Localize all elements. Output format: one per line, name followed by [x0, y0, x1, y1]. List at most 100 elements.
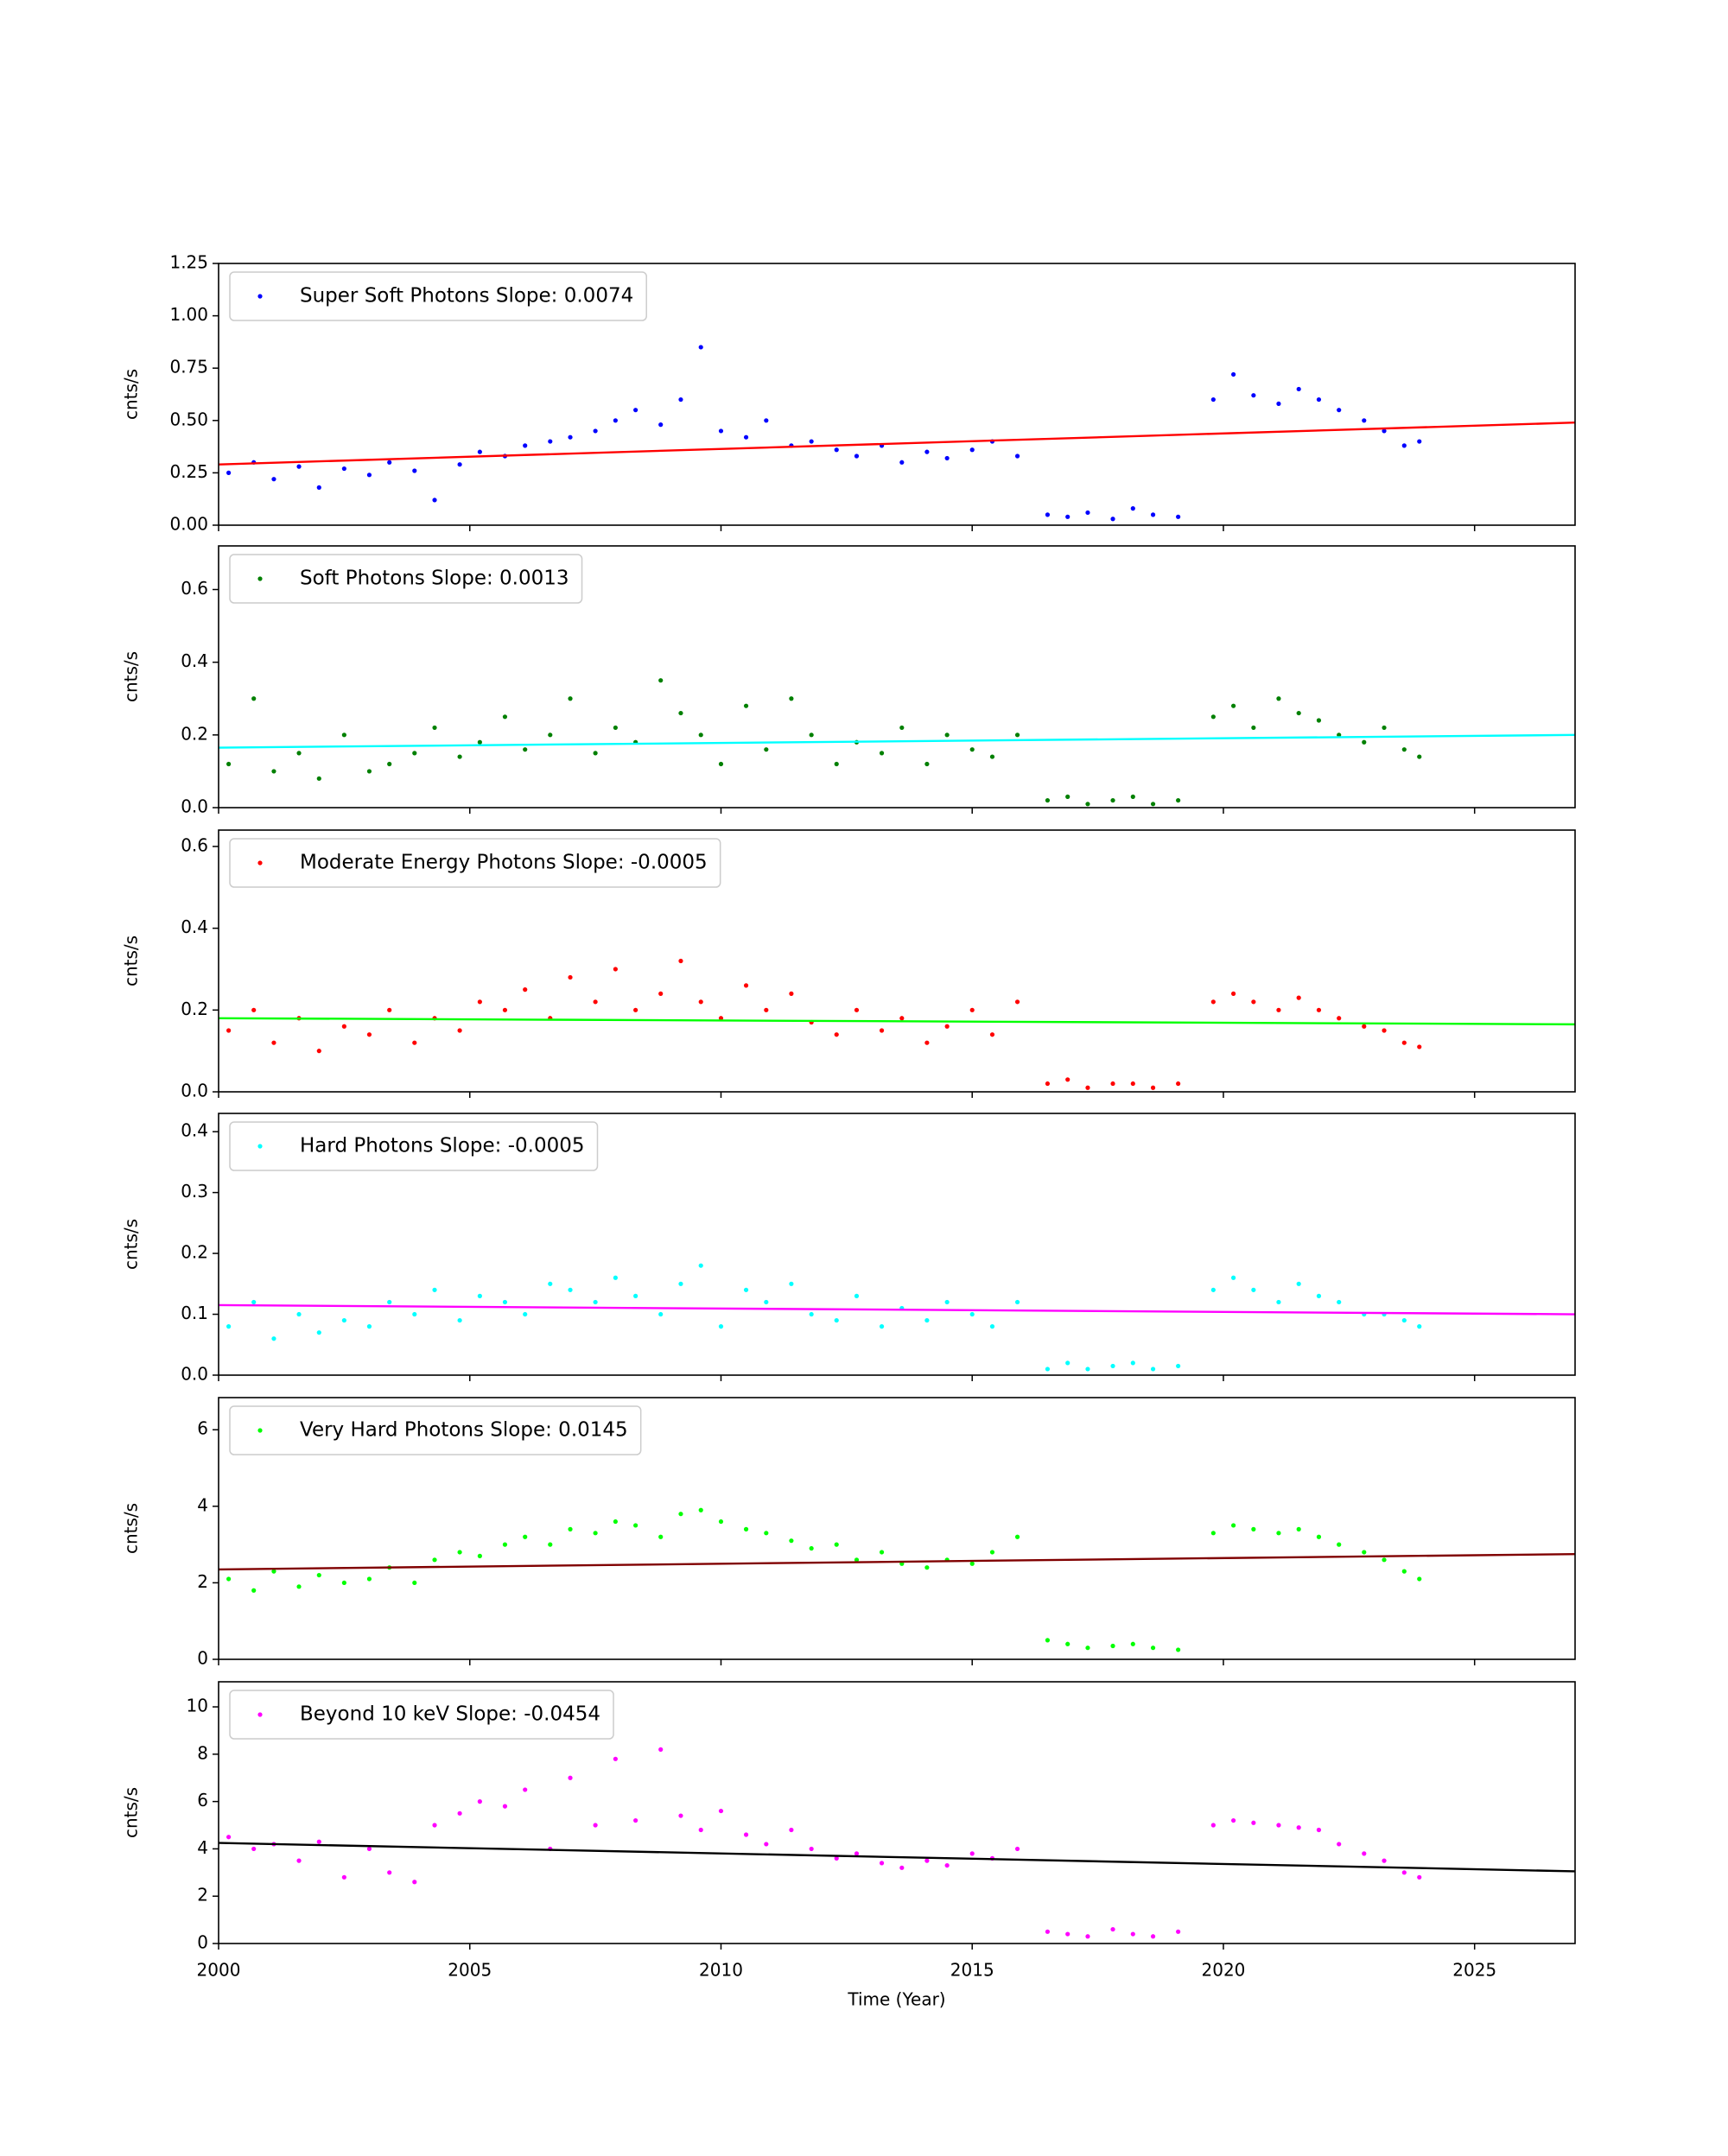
data-point — [316, 485, 321, 490]
y-axis-label: cnts/s — [121, 935, 142, 986]
data-point — [879, 1550, 885, 1555]
legend-box — [229, 1121, 599, 1171]
data-point — [1045, 1367, 1051, 1372]
data-point — [316, 1330, 321, 1335]
data-point — [718, 1808, 724, 1814]
data-point — [678, 1281, 683, 1286]
data-point — [457, 1810, 462, 1816]
data-point — [1176, 1647, 1181, 1652]
data-point — [1176, 1929, 1181, 1934]
data-point — [1210, 1531, 1216, 1536]
legend-label: Hard Photons Slope: -0.0005 — [300, 1135, 584, 1157]
data-point — [809, 732, 814, 738]
data-point — [969, 1311, 975, 1317]
legend: Super Soft Photons Slope: 0.0074 — [229, 271, 647, 321]
data-point — [613, 725, 618, 731]
data-point — [1362, 1550, 1367, 1555]
data-point — [251, 1588, 257, 1593]
data-point — [1085, 1646, 1090, 1651]
data-point — [1210, 1823, 1216, 1828]
data-point — [743, 434, 749, 440]
data-point — [1337, 1542, 1342, 1547]
data-point — [1362, 739, 1367, 745]
data-point — [1401, 443, 1407, 448]
data-point — [1130, 506, 1135, 511]
data-point — [1296, 995, 1301, 1000]
data-point — [1337, 1016, 1342, 1021]
data-point — [1401, 1317, 1407, 1323]
data-point — [944, 732, 950, 738]
data-point — [593, 428, 598, 434]
data-point — [834, 447, 839, 453]
data-point — [924, 449, 930, 454]
data-point — [764, 418, 769, 423]
data-point — [1296, 1526, 1301, 1531]
data-point — [764, 1842, 769, 1847]
data-point — [1045, 1081, 1051, 1087]
legend: Hard Photons Slope: -0.0005 — [229, 1121, 599, 1171]
data-point — [593, 1823, 598, 1828]
data-point — [743, 1526, 749, 1531]
data-point — [1337, 408, 1342, 413]
fit-line — [218, 422, 1576, 466]
data-point — [1296, 710, 1301, 716]
data-point — [944, 1299, 950, 1305]
legend-box — [229, 1405, 642, 1455]
data-point — [523, 443, 528, 448]
data-point — [1230, 1275, 1236, 1280]
data-point — [718, 1016, 724, 1021]
y-axis-label: cnts/s — [121, 1503, 142, 1554]
data-point — [1150, 1085, 1156, 1090]
data-point — [924, 761, 930, 767]
y-tick-label: 0.2 — [181, 1242, 208, 1263]
panel: 0.0 0.1 0.2 0.3 0.4 cnts/s Hard Photons Slope:… — [121, 1113, 1576, 1385]
data-point — [743, 703, 749, 708]
data-point — [341, 1317, 346, 1323]
legend-marker — [257, 1144, 263, 1149]
fit-line — [218, 1017, 1576, 1026]
data-point — [568, 696, 573, 701]
data-point — [698, 1507, 703, 1512]
legend-marker — [257, 860, 263, 866]
data-point — [718, 1324, 724, 1329]
data-point — [316, 1049, 321, 1054]
data-point — [854, 453, 860, 459]
data-point — [1065, 1360, 1070, 1366]
data-point — [969, 447, 975, 453]
data-point — [1417, 1324, 1422, 1329]
data-point — [1176, 1363, 1181, 1369]
data-point — [1382, 428, 1387, 434]
data-point — [568, 974, 573, 980]
data-point — [477, 1293, 482, 1298]
y-tick-label: 0.4 — [181, 650, 208, 671]
panel: 0.0 0.2 0.4 0.6 cnts/s Soft Photons Slope: 0.… — [121, 545, 1576, 817]
data-point — [969, 1561, 975, 1566]
data-point — [1316, 1007, 1322, 1012]
data-point — [1130, 1081, 1135, 1087]
data-point — [1382, 1858, 1387, 1863]
data-point — [366, 1324, 372, 1329]
data-point — [854, 1293, 860, 1298]
legend-box — [229, 271, 647, 321]
data-point — [457, 1550, 462, 1555]
data-point — [743, 1832, 749, 1837]
data-point — [1251, 393, 1256, 398]
y-tick-label: 0.3 — [181, 1181, 208, 1202]
legend-marker — [257, 294, 263, 299]
data-point — [1085, 1367, 1090, 1372]
data-point — [387, 1870, 392, 1875]
data-point — [432, 498, 437, 503]
y-tick-label: 0.0 — [181, 1081, 208, 1101]
legend: Soft Photons Slope: 0.0013 — [229, 554, 583, 604]
data-point — [1150, 1934, 1156, 1939]
data-point — [296, 1584, 302, 1589]
data-point — [809, 439, 814, 444]
y-tick-label: 0.4 — [181, 916, 208, 937]
data-point — [523, 747, 528, 752]
data-point — [457, 754, 462, 759]
data-point — [809, 1311, 814, 1317]
data-point — [698, 999, 703, 1005]
data-point — [854, 1851, 860, 1856]
data-point — [1150, 802, 1156, 807]
